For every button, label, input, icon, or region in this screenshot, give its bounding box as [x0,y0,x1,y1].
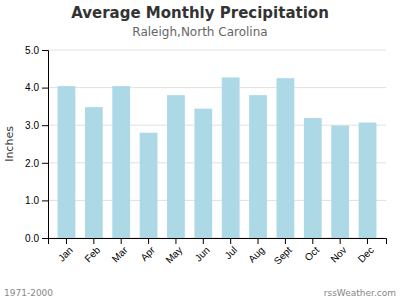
y-tick-mark [42,125,48,126]
x-tick-mark [148,238,149,244]
x-tick-mark [121,238,122,244]
x-tick-mark [66,238,67,244]
x-axis: Jan Feb Mar Apr May Jun Jul Aug Sept Oct Nov Dec [49,238,387,267]
x-tick-label: Nov [328,244,348,264]
y-tick: 0.0 [25,233,48,244]
bar [85,107,103,238]
x-tick-label: Jul [222,244,239,261]
x-tick: Jan [56,238,75,264]
x-tick-label: Dec [356,244,376,264]
x-tick-mark [312,238,313,244]
bar [359,123,377,238]
x-tick-label: Apr [138,244,157,263]
bar [194,109,212,238]
x-tick-mark [93,238,94,244]
x-tick: May [163,238,184,266]
footer-note: rssWeather.com [324,288,396,298]
x-tick: Aug [246,238,266,265]
chart: Average Monthly Precipitation Raleigh,Nor… [0,0,400,300]
y-tick-mark [42,163,48,164]
y-tick-label: 0.0 [25,233,39,244]
x-tick-label: Aug [246,244,266,264]
x-tick: Feb [82,238,102,264]
y-tick: 2.0 [25,158,48,169]
x-tick-mark [340,238,341,244]
x-tick-mark [258,238,259,244]
x-tick: Jun [193,238,212,264]
x-tick: Mar [110,238,130,264]
x-tick: Dec [356,238,376,265]
y-tick-mark [42,50,48,51]
x-tick: Sept [272,238,294,267]
x-tick-label: Oct [302,244,321,263]
footer-note: 1971-2000 [4,288,53,298]
bar [277,78,295,238]
y-axis-line [42,51,49,239]
y-tick: 1.0 [25,195,48,206]
title: Average Monthly Precipitation [71,4,329,22]
x-axis-line [49,239,387,245]
x-tick-mark [230,238,231,244]
y-tick: 5.0 [25,45,48,56]
y-tick-label: 1.0 [25,195,39,206]
x-tick-mark [367,238,368,244]
bar [112,86,130,238]
bar [304,118,322,238]
y-tick-mark [42,200,48,201]
bar [140,133,158,238]
y-tick-label: 3.0 [25,120,39,131]
bar [331,126,349,238]
subtitle: Raleigh,North Carolina [132,25,267,39]
y-tick-label: 2.0 [25,158,39,169]
bar [167,95,185,238]
y-tick: 4.0 [25,82,48,93]
x-tick: Jul [222,238,239,261]
x-tick-label: Jun [193,244,212,263]
bar [222,77,240,238]
bar [58,86,76,238]
x-tick: Nov [328,238,348,265]
x-tick-label: Mar [110,244,130,264]
x-tick-label: Sept [272,244,294,266]
y-tick-mark [42,238,48,239]
grid-line [48,50,386,51]
y-tick: 3.0 [25,120,48,131]
x-tick-mark [285,238,286,244]
x-tick-mark [203,238,204,244]
x-tick-mark [175,238,176,244]
grid-line [48,87,386,88]
y-axis: 0.0 1.0 2.0 3.0 4.0 5.0 [25,45,48,244]
grid [48,50,386,238]
x-tick: Apr [138,238,157,263]
y-axis-title: Inches [3,126,16,162]
x-tick-label: May [163,244,184,265]
y-tick-label: 4.0 [25,82,39,93]
x-tick-label: Feb [82,244,102,264]
plot: 0.0 1.0 2.0 3.0 4.0 5.0 Jan Feb Mar Apr May Jun Jul A… [25,45,386,267]
x-tick: Oct [302,238,321,263]
x-tick-label: Jan [56,244,75,263]
y-tick-label: 5.0 [25,45,39,56]
bars [58,77,377,238]
y-tick-mark [42,88,48,89]
bar [249,95,267,238]
